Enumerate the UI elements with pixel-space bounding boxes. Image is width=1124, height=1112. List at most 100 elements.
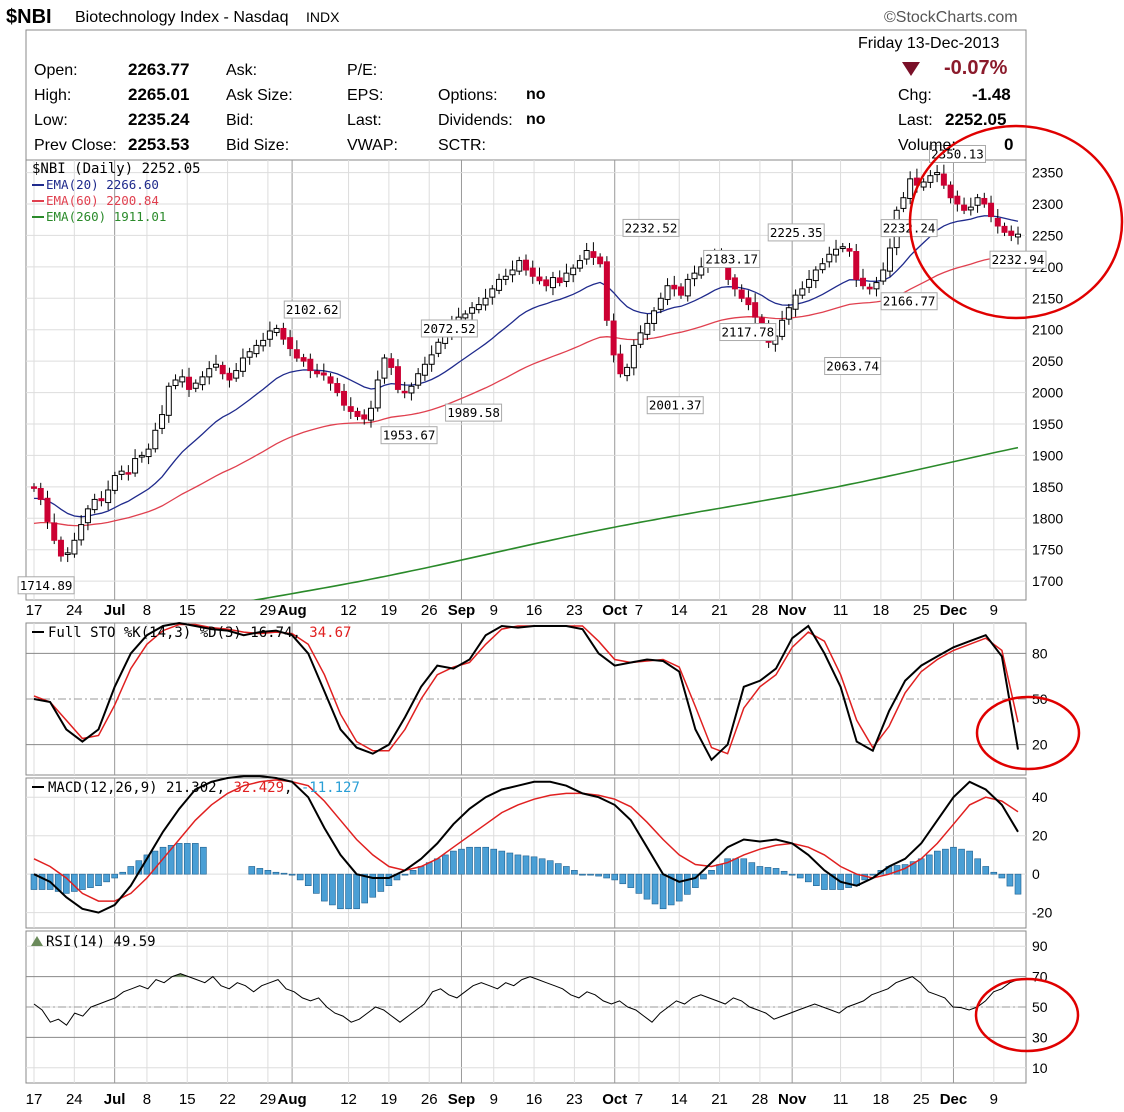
macd-histogram-bar (684, 873, 691, 895)
rsi-line (33, 973, 1019, 1026)
last-label-mid: Last: (347, 112, 382, 129)
x-tick-label-bottom: 16 (526, 1091, 543, 1108)
candle-body (644, 322, 651, 335)
candle-body (482, 297, 489, 306)
x-tick-label-bottom: 23 (566, 1091, 583, 1108)
chg-label: Chg: (898, 87, 932, 104)
symbol: $NBI (6, 6, 52, 28)
price-axis-label: 2350 (1032, 165, 1063, 181)
macd-histogram-bar (821, 873, 828, 890)
price-annotation: 2117.78 (721, 325, 774, 340)
macd-axis-label: 40 (1032, 789, 1048, 805)
candle-body (105, 489, 112, 504)
macd-histogram-bar (127, 866, 135, 875)
macd-histogram-bar (312, 873, 320, 894)
price-axis-label: 2000 (1032, 385, 1063, 401)
macd-histogram-bar (329, 873, 336, 906)
legend-entry: EMA(20) 2266.60 (46, 177, 159, 192)
candle-body (651, 310, 658, 324)
candle-body (988, 202, 995, 218)
x-tick-label-bottom: Aug (278, 1091, 307, 1108)
macd-histogram-bar (498, 850, 506, 875)
macd-histogram-bar (272, 871, 280, 875)
x-tick-label-top: 19 (381, 602, 398, 619)
x-tick-label-bottom: Sep (448, 1091, 476, 1108)
ask-label: Ask: (226, 62, 258, 79)
macd-histogram-bar (1014, 873, 1022, 895)
price-axis-label: 1850 (1032, 479, 1063, 495)
macd-title: MACD(12,26,9) 21.302, 32.429, -11.127 (48, 780, 360, 796)
last-label: Last: (898, 112, 933, 129)
sto-k-line (33, 621, 1019, 762)
quote-date: Friday 13-Dec-2013 (858, 35, 1000, 52)
macd-histogram-bar (554, 863, 562, 875)
candle-body (624, 366, 631, 377)
macd-histogram-bar (659, 873, 667, 910)
x-tick-label-bottom: 9 (490, 1091, 498, 1108)
candle-body (64, 552, 71, 555)
candle-body (806, 278, 813, 288)
macd-histogram-bar (643, 873, 651, 900)
macd-signal-line (33, 779, 1019, 902)
index-name: Biotechnology Index - Nasdaq (75, 9, 289, 26)
macd-histogram-bar (200, 846, 207, 875)
price-axis-label: 1700 (1032, 573, 1063, 589)
rsi-legend-icon (31, 936, 43, 946)
candle-body (212, 363, 219, 368)
candle-body (469, 307, 476, 314)
x-tick-label-top: Oct (602, 602, 627, 619)
candle-body (334, 383, 341, 394)
price-annotation: 2072.52 (423, 321, 476, 336)
price-annotation: 2232.94 (992, 252, 1045, 267)
x-tick-label-top: 28 (752, 602, 769, 619)
macd-histogram-bar (458, 848, 465, 875)
source-credit: ©StockCharts.com (884, 9, 1018, 26)
x-tick-label-bottom: 11 (833, 1091, 849, 1108)
macd-histogram-bar (466, 846, 473, 875)
macd-histogram-bar (385, 873, 393, 886)
price-annotation-box (824, 357, 882, 376)
candle-body (320, 372, 327, 376)
candle-body (543, 279, 550, 287)
price-axis-label: 1750 (1032, 542, 1063, 558)
candle-body (617, 353, 624, 375)
macd-histogram-bar (925, 854, 933, 875)
macd-histogram-bar (54, 873, 62, 892)
candle-body (300, 357, 307, 362)
macd-histogram-bar (183, 843, 191, 875)
macd-histogram-bar (813, 873, 820, 886)
x-tick-label-top: 16 (526, 602, 543, 619)
macd-histogram-bar (95, 873, 102, 886)
rsi-axis-label: 50 (1032, 999, 1048, 1015)
candle-body (165, 385, 172, 416)
x-tick-label-top: 21 (711, 602, 728, 619)
macd-histogram-bar (256, 868, 264, 875)
price-annotation-box (929, 144, 987, 163)
macd-histogram-bar (288, 873, 296, 876)
macd-histogram-bar (804, 873, 812, 883)
candle-body (839, 246, 846, 250)
candle-body (967, 206, 974, 211)
price-annotation-box (17, 576, 75, 595)
candle-body (287, 337, 294, 350)
candle-body (859, 277, 866, 287)
candle-body (502, 275, 509, 280)
macd-histogram-bar (958, 848, 965, 875)
macd-histogram-bar (30, 873, 38, 890)
candle-body (785, 307, 792, 320)
candle-body (954, 195, 961, 205)
macd-histogram-bar (651, 873, 659, 905)
candle-body (239, 357, 246, 372)
candle-body (630, 344, 637, 369)
candle-body (779, 319, 786, 337)
candle-body (880, 269, 887, 282)
candle-body (846, 248, 853, 252)
x-tick-label-top: 18 (873, 602, 890, 619)
candle-body (907, 178, 914, 199)
macd-histogram-bar (522, 855, 530, 875)
high-label: High: (34, 87, 72, 104)
candle-body (280, 327, 287, 340)
macd-histogram-bar (151, 850, 159, 875)
macd-histogram-bar (167, 845, 175, 875)
x-tick-label-top: 29 (260, 602, 277, 619)
